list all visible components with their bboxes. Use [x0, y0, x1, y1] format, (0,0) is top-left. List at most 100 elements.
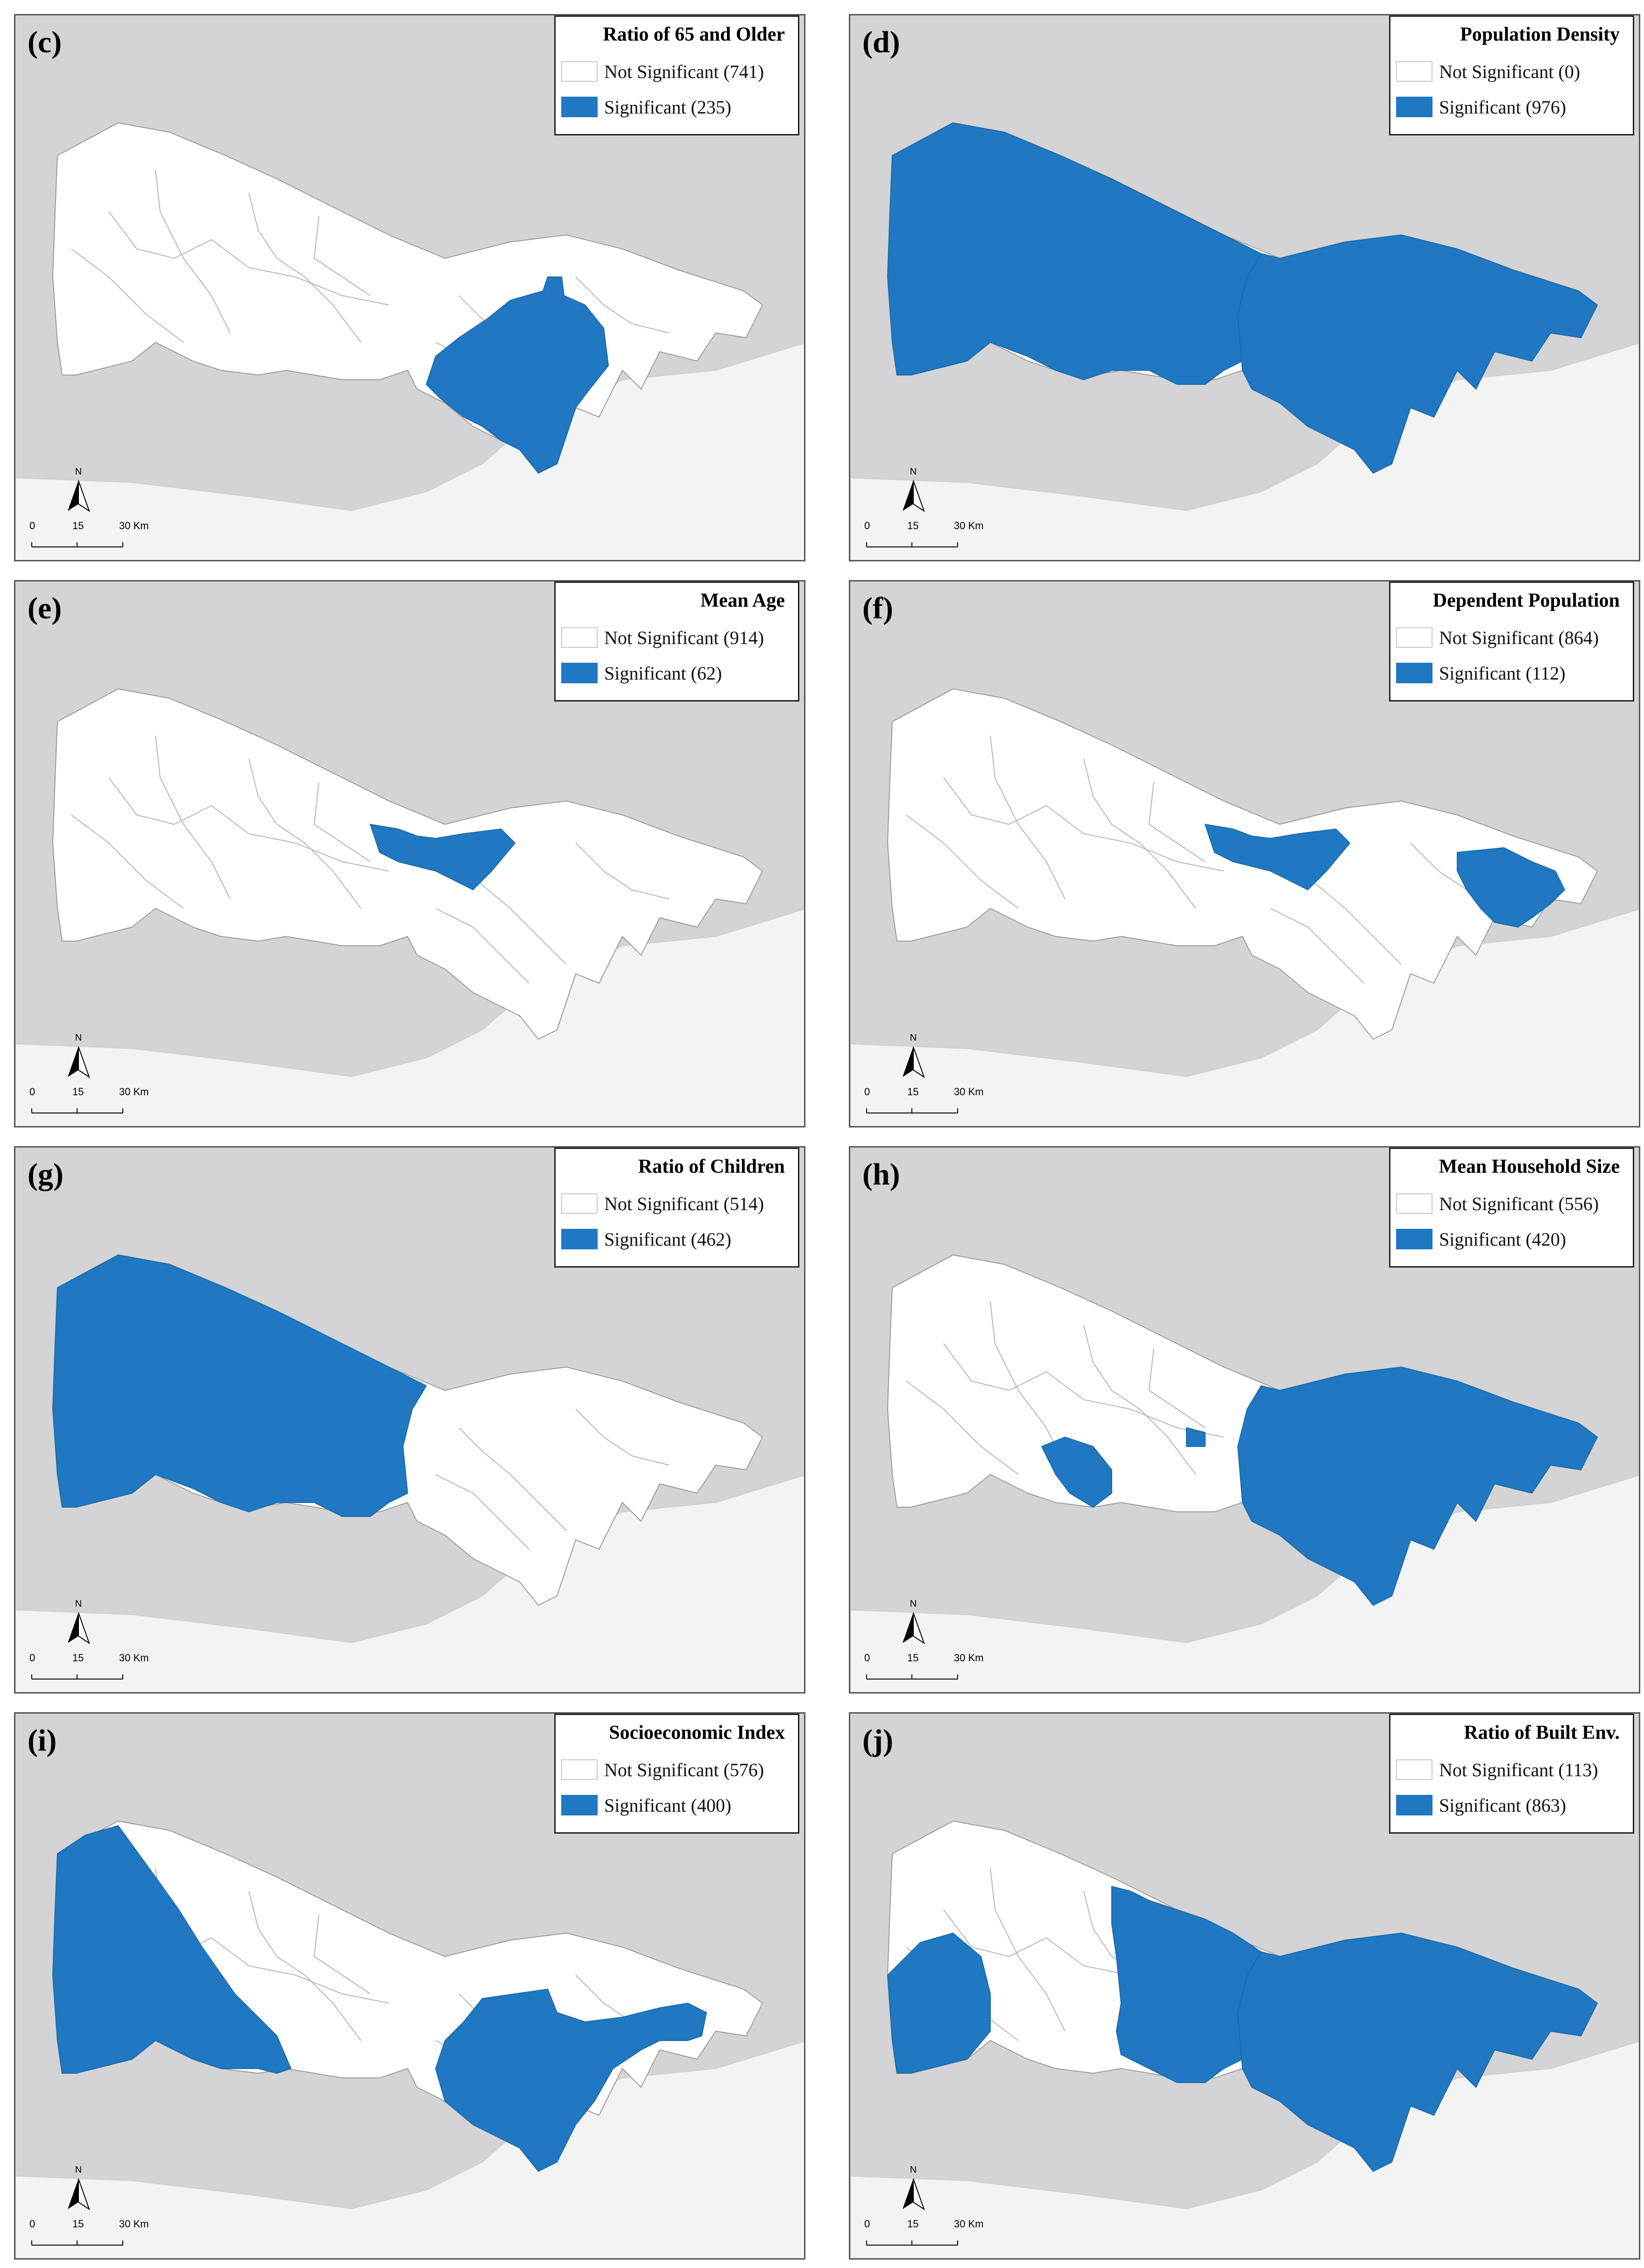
- scale-bar: 0 15 30 Km: [29, 1652, 169, 1685]
- district-region-significant: [52, 1825, 292, 2074]
- not-significant-label: Not Significant (556): [1439, 1193, 1599, 1214]
- north-arrow-icon: N: [897, 1033, 930, 1084]
- north-arrow-icon: N: [897, 1599, 930, 1650]
- legend-row-not-significant: Not Significant (556): [1396, 1192, 1599, 1215]
- significant-label: Significant (400): [604, 1794, 732, 1816]
- north-label: N: [910, 1599, 917, 1609]
- map-panel-g: (g) Ratio of Children Not Significant (5…: [14, 1146, 805, 1694]
- legend-title: Dependent Population: [1432, 590, 1620, 611]
- legend-row-not-significant: Not Significant (864): [1396, 626, 1599, 649]
- map-h: [850, 1148, 1639, 1692]
- map-panel-e: (e) Mean Age Not Significant (914) Signi…: [14, 580, 805, 1127]
- district-region-significant: [52, 1254, 427, 1517]
- not-significant-label: Not Significant (113): [1439, 1759, 1598, 1780]
- district-boundary: [1083, 1325, 1196, 1475]
- panel-letter: (f): [862, 591, 893, 625]
- not-significant-label: Not Significant (576): [604, 1759, 764, 1780]
- map-f: [850, 581, 1639, 1126]
- district-region-significant: [1237, 1366, 1598, 1606]
- panel-letter: (g): [28, 1157, 64, 1191]
- district-boundary: [1270, 908, 1364, 984]
- legend-row-not-significant: Not Significant (0): [1396, 60, 1580, 83]
- scale-bar: 0 15 30 Km: [864, 2218, 1004, 2251]
- north-arrow-icon: N: [62, 2165, 95, 2216]
- district-boundary: [459, 1427, 567, 1531]
- scale-tick-30: 30 Km: [119, 2218, 149, 2230]
- significant-label: Significant (420): [1439, 1228, 1566, 1250]
- significant-swatch: [561, 97, 598, 117]
- not-significant-swatch: [561, 1193, 598, 1214]
- map-panel-c: (c) Ratio of 65 and Older Not Significan…: [14, 14, 805, 561]
- legend: Ratio of Children Not Significant (514) …: [554, 1148, 799, 1268]
- district-boundary: [313, 1914, 371, 1994]
- significant-label: Significant (863): [1439, 1794, 1566, 1816]
- north-label: N: [75, 1033, 82, 1043]
- not-significant-label: Not Significant (741): [604, 61, 764, 82]
- district-region-significant: [887, 1932, 991, 2074]
- north-arrow-icon: N: [62, 467, 95, 518]
- district-boundary: [575, 276, 670, 333]
- district-boundary: [906, 815, 1019, 909]
- panel-letter: (e): [28, 591, 62, 625]
- not-significant-swatch: [1396, 1759, 1432, 1780]
- panel-letter: (i): [28, 1723, 57, 1758]
- district-region-significant: [1204, 823, 1351, 891]
- district-boundary: [906, 1381, 1019, 1475]
- not-significant-swatch: [1396, 627, 1432, 648]
- north-label: N: [910, 467, 917, 477]
- district-boundary: [1083, 758, 1196, 909]
- scale-tick-30: 30 Km: [119, 1086, 149, 1098]
- district-boundary: [435, 1474, 529, 1550]
- legend-row-significant: Significant (462): [561, 1227, 731, 1251]
- legend-title: Mean Household Size: [1439, 1156, 1620, 1177]
- north-arrow-icon: N: [62, 1599, 95, 1650]
- significant-label: Significant (235): [604, 96, 732, 118]
- scale-bar: 0 15 30 Km: [864, 1086, 1004, 1119]
- legend-title: Socioeconomic Index: [609, 1722, 785, 1744]
- significant-swatch: [1396, 1229, 1432, 1249]
- district-boundary: [435, 908, 529, 984]
- district-boundary: [313, 216, 371, 296]
- significant-swatch: [561, 1229, 598, 1249]
- district-boundary: [943, 777, 1224, 872]
- district-boundary: [248, 1891, 361, 2041]
- map-d: [850, 15, 1639, 560]
- legend: Mean Household Size Not Significant (556…: [1389, 1148, 1634, 1268]
- legend-title: Ratio of Built Env.: [1464, 1722, 1620, 1744]
- map-panel-h: (h) Mean Household Size Not Significant …: [849, 1146, 1640, 1694]
- significant-label: Significant (462): [604, 1228, 732, 1250]
- district-region-significant: [435, 1988, 707, 2172]
- scale-tick-15: 15: [72, 1086, 84, 1098]
- district-boundary: [71, 815, 184, 909]
- north-label: N: [910, 2165, 917, 2175]
- scale-tick-15: 15: [72, 1652, 84, 1664]
- legend-row-not-significant: Not Significant (514): [561, 1192, 764, 1215]
- panel-letter: (d): [862, 25, 900, 59]
- significant-label: Significant (976): [1439, 96, 1566, 118]
- not-significant-swatch: [561, 61, 598, 82]
- map-e: [15, 581, 804, 1126]
- map-panel-i: (i) Socioeconomic Index Not Significant …: [14, 1712, 805, 2260]
- significant-swatch: [1396, 663, 1432, 683]
- legend: Dependent Population Not Significant (86…: [1389, 581, 1634, 702]
- scale-tick-15: 15: [907, 2218, 919, 2230]
- scale-tick-30: 30 Km: [954, 1086, 984, 1098]
- north-label: N: [75, 2165, 82, 2175]
- legend-row-significant: Significant (112): [1396, 661, 1566, 685]
- legend: Ratio of 65 and Older Not Significant (7…: [554, 15, 799, 135]
- scale-tick-30: 30 Km: [119, 1652, 149, 1664]
- scale-tick-15: 15: [907, 1086, 919, 1098]
- not-significant-swatch: [1396, 1193, 1432, 1214]
- scale-tick-0: 0: [864, 1086, 870, 1098]
- legend-row-not-significant: Not Significant (914): [561, 626, 764, 649]
- legend-title: Ratio of Children: [638, 1156, 785, 1177]
- panel-letter: (c): [28, 25, 62, 59]
- district-region-significant: [1041, 1427, 1206, 1508]
- legend-row-significant: Significant (976): [1396, 95, 1566, 119]
- scale-tick-15: 15: [907, 520, 919, 532]
- district-region-significant: [1457, 847, 1566, 928]
- legend-row-not-significant: Not Significant (741): [561, 60, 764, 83]
- not-significant-swatch: [561, 1759, 598, 1780]
- legend-row-significant: Significant (420): [1396, 1227, 1566, 1251]
- legend-row-not-significant: Not Significant (113): [1396, 1758, 1598, 1781]
